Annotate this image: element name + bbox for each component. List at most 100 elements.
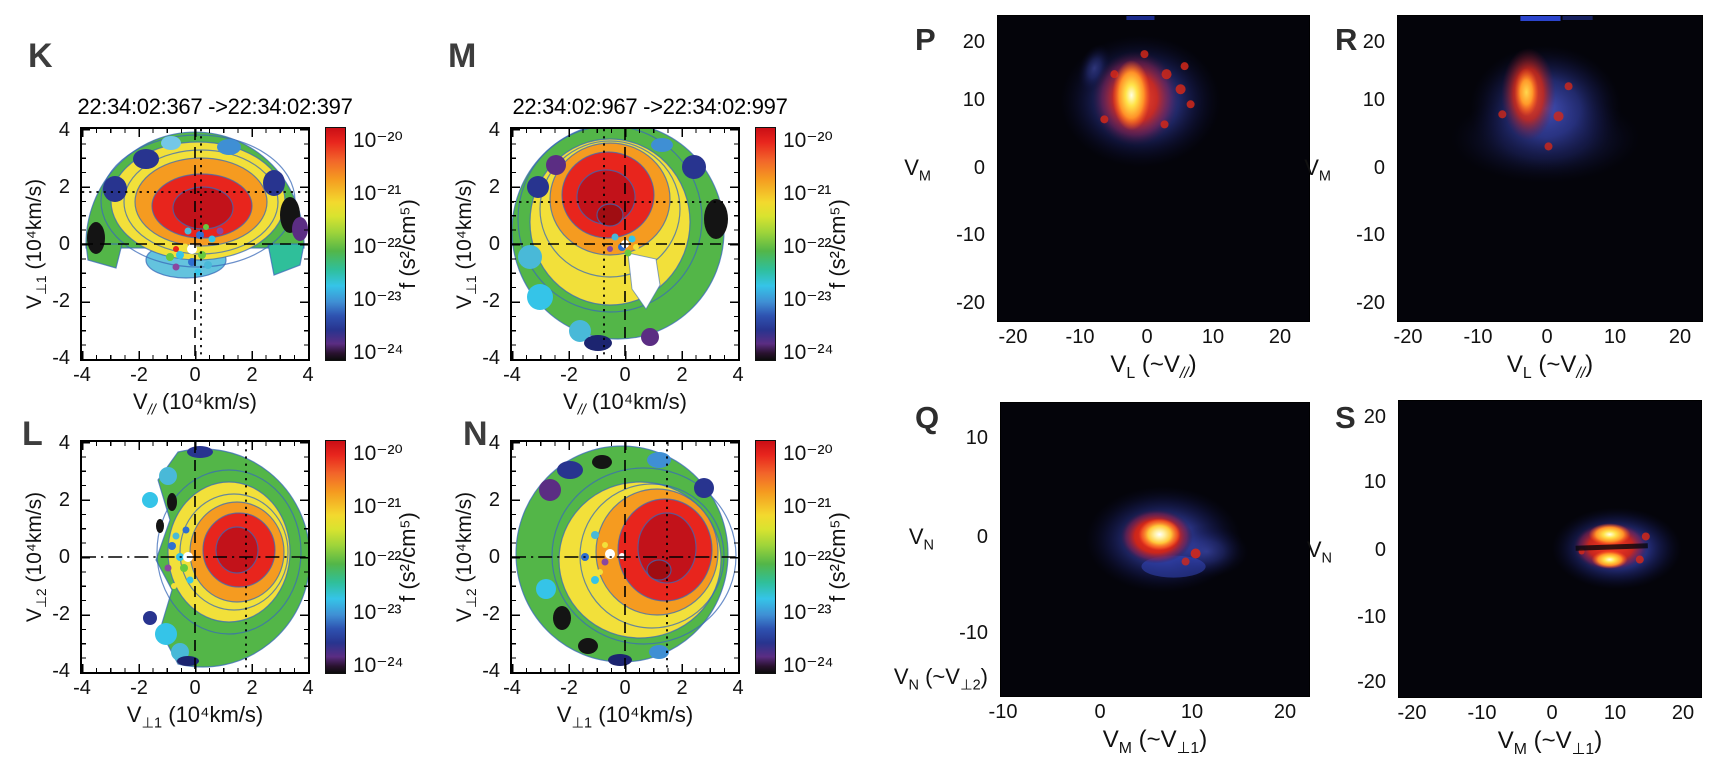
y-tick-label: 0 bbox=[488, 546, 500, 568]
y-tick-label: -20 bbox=[1357, 671, 1386, 693]
contour-distribution-L bbox=[82, 442, 308, 672]
colorbar-tick: 10⁻²¹ bbox=[783, 495, 832, 518]
panel-S: S 20 10 0 -10 -20 VN bbox=[1307, 400, 1702, 757]
colorbar-tick: 10⁻²¹ bbox=[783, 182, 832, 205]
panel-letter-S: S bbox=[1335, 400, 1356, 435]
panel-letter-R: R bbox=[1335, 22, 1358, 57]
y-tick-label: -4 bbox=[52, 347, 70, 369]
colorbar-tick: 10⁻²⁴ bbox=[783, 341, 834, 364]
colorbar-tick: 10⁻²³ bbox=[783, 288, 832, 311]
y-tick-label: 0 bbox=[1374, 539, 1386, 561]
x-tick-label: 10 bbox=[1201, 326, 1225, 348]
x-tick-label: -20 bbox=[1393, 326, 1423, 348]
heatmap-R bbox=[1398, 16, 1702, 321]
axis-ticks bbox=[998, 321, 1309, 322]
panel-Q-x-axis-label: VM (~V⊥1) bbox=[1102, 726, 1208, 757]
panel-letter-L: L bbox=[22, 415, 43, 453]
panel-R-plot-area bbox=[1397, 15, 1703, 322]
colorbar-units-label: f (s²/cm⁵) bbox=[395, 512, 420, 602]
x-tick-label: 2 bbox=[676, 677, 688, 699]
panel-S-y-axis-label: VN bbox=[1306, 537, 1332, 567]
colorbar-tick: 10⁻²⁴ bbox=[353, 341, 404, 364]
panel-Q-plot-area bbox=[1000, 402, 1310, 697]
y-tick-label: 10 bbox=[1363, 471, 1386, 493]
panel-R-y-axis-label: VM bbox=[1304, 155, 1331, 185]
colorbar-units-label: f (s²/cm⁵) bbox=[395, 199, 420, 289]
colorbar-gradient bbox=[325, 440, 346, 674]
y-tick-label: 20 bbox=[1363, 406, 1386, 428]
x-tick-label: -10 bbox=[1463, 326, 1493, 348]
colorbar-tick: 10⁻²⁰ bbox=[353, 129, 403, 152]
contour-distribution-M bbox=[512, 129, 738, 359]
x-tick-label: 2 bbox=[246, 677, 258, 699]
x-tick-label: 4 bbox=[732, 364, 744, 386]
panel-letter-M: M bbox=[448, 37, 477, 75]
axis-ticks bbox=[1701, 401, 1702, 697]
x-tick-label: -20 bbox=[1397, 702, 1427, 724]
heatmap-S bbox=[1399, 401, 1701, 697]
x-tick-label: 0 bbox=[1141, 326, 1153, 348]
y-tick-label: 0 bbox=[976, 526, 988, 548]
x-tick-label: 20 bbox=[1668, 326, 1692, 348]
panel-P-y-axis-label: VM bbox=[904, 155, 931, 185]
y-tick-label: 2 bbox=[58, 489, 70, 511]
axis-ticks bbox=[1001, 696, 1309, 697]
y-tick-label: 4 bbox=[58, 432, 70, 454]
colorbar-tick: 10⁻²¹ bbox=[353, 495, 402, 518]
contour-distribution-K bbox=[82, 129, 308, 359]
y-tick-label: 2 bbox=[488, 176, 500, 198]
y-tick-label: 0 bbox=[973, 157, 985, 179]
y-tick-label: 4 bbox=[488, 119, 500, 141]
y-tick-label: 4 bbox=[488, 432, 500, 454]
x-tick-label: 20 bbox=[1268, 326, 1292, 348]
panel-letter-P: P bbox=[915, 22, 936, 57]
panel-letter-Q: Q bbox=[915, 400, 940, 435]
x-tick-label: -10 bbox=[1467, 702, 1497, 724]
x-tick-label: 4 bbox=[302, 677, 314, 699]
colorbar-tick: 10⁻²¹ bbox=[353, 182, 402, 205]
panel-L-plot-area bbox=[80, 440, 310, 674]
colorbar-units-label: f (s²/cm⁵) bbox=[825, 199, 850, 289]
y-tick-label: -20 bbox=[1356, 292, 1385, 314]
y-tick-label: -10 bbox=[1357, 606, 1386, 628]
colorbar-tick: 10⁻²³ bbox=[783, 601, 832, 624]
panel-R-x-axis-label: VL (~V//) bbox=[1506, 351, 1594, 382]
y-tick-label: -10 bbox=[1356, 224, 1385, 246]
heatmap-P bbox=[998, 16, 1309, 321]
y-tick-label: 20 bbox=[962, 31, 985, 53]
colorbar-tick: 10⁻²⁴ bbox=[783, 654, 834, 677]
colorbar-tick: 10⁻²² bbox=[783, 235, 832, 258]
x-tick-label: 0 bbox=[1541, 326, 1553, 348]
y-tick-label: -2 bbox=[52, 603, 70, 625]
x-tick-label: 20 bbox=[1671, 702, 1695, 724]
colorbar-tick: 10⁻²² bbox=[353, 548, 402, 571]
x-tick-label: -10 bbox=[1065, 326, 1095, 348]
y-tick-label: -10 bbox=[956, 224, 985, 246]
x-tick-label: -2 bbox=[560, 677, 578, 699]
panel-P: P 20 10 0 -10 -20 VM bbox=[904, 15, 1310, 381]
y-tick-label: -4 bbox=[52, 660, 70, 682]
colorbar-L: 10⁻²⁰ 10⁻²¹ 10⁻²² 10⁻²³ 10⁻²⁴ f (s²/cm⁵) bbox=[325, 440, 457, 677]
axis-ticks bbox=[1398, 321, 1702, 322]
y-tick-label: 0 bbox=[58, 546, 70, 568]
y-tick-label: -20 bbox=[956, 292, 985, 314]
panel-N-plot-area bbox=[510, 440, 740, 674]
x-tick-label: -4 bbox=[73, 677, 91, 699]
panel-letter-K: K bbox=[28, 37, 53, 75]
x-tick-label: 0 bbox=[1546, 702, 1558, 724]
panel-K-x-axis-label: V// (10⁴km/s) bbox=[133, 389, 257, 419]
colorbar-units-label: f (s²/cm⁵) bbox=[825, 512, 850, 602]
x-tick-label: -2 bbox=[130, 677, 148, 699]
x-tick-label: 10 bbox=[1603, 702, 1627, 724]
panel-M: M 22:34:02:967 ->22:34:02:997 V⊥1 (10⁴km… bbox=[448, 37, 850, 418]
panel-M-x-axis-label: V// (10⁴km/s) bbox=[563, 389, 687, 419]
colorbar-gradient bbox=[755, 440, 776, 674]
panel-P-plot-area bbox=[997, 15, 1310, 322]
y-tick-label: 10 bbox=[965, 427, 988, 449]
y-tick-label: 20 bbox=[1362, 31, 1385, 53]
y-tick-label: 2 bbox=[58, 176, 70, 198]
x-tick-label: 10 bbox=[1603, 326, 1627, 348]
axis-ticks bbox=[1399, 697, 1701, 698]
y-tick-label: 0 bbox=[488, 233, 500, 255]
